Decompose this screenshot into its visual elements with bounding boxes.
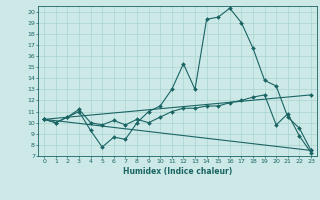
X-axis label: Humidex (Indice chaleur): Humidex (Indice chaleur) [123,167,232,176]
